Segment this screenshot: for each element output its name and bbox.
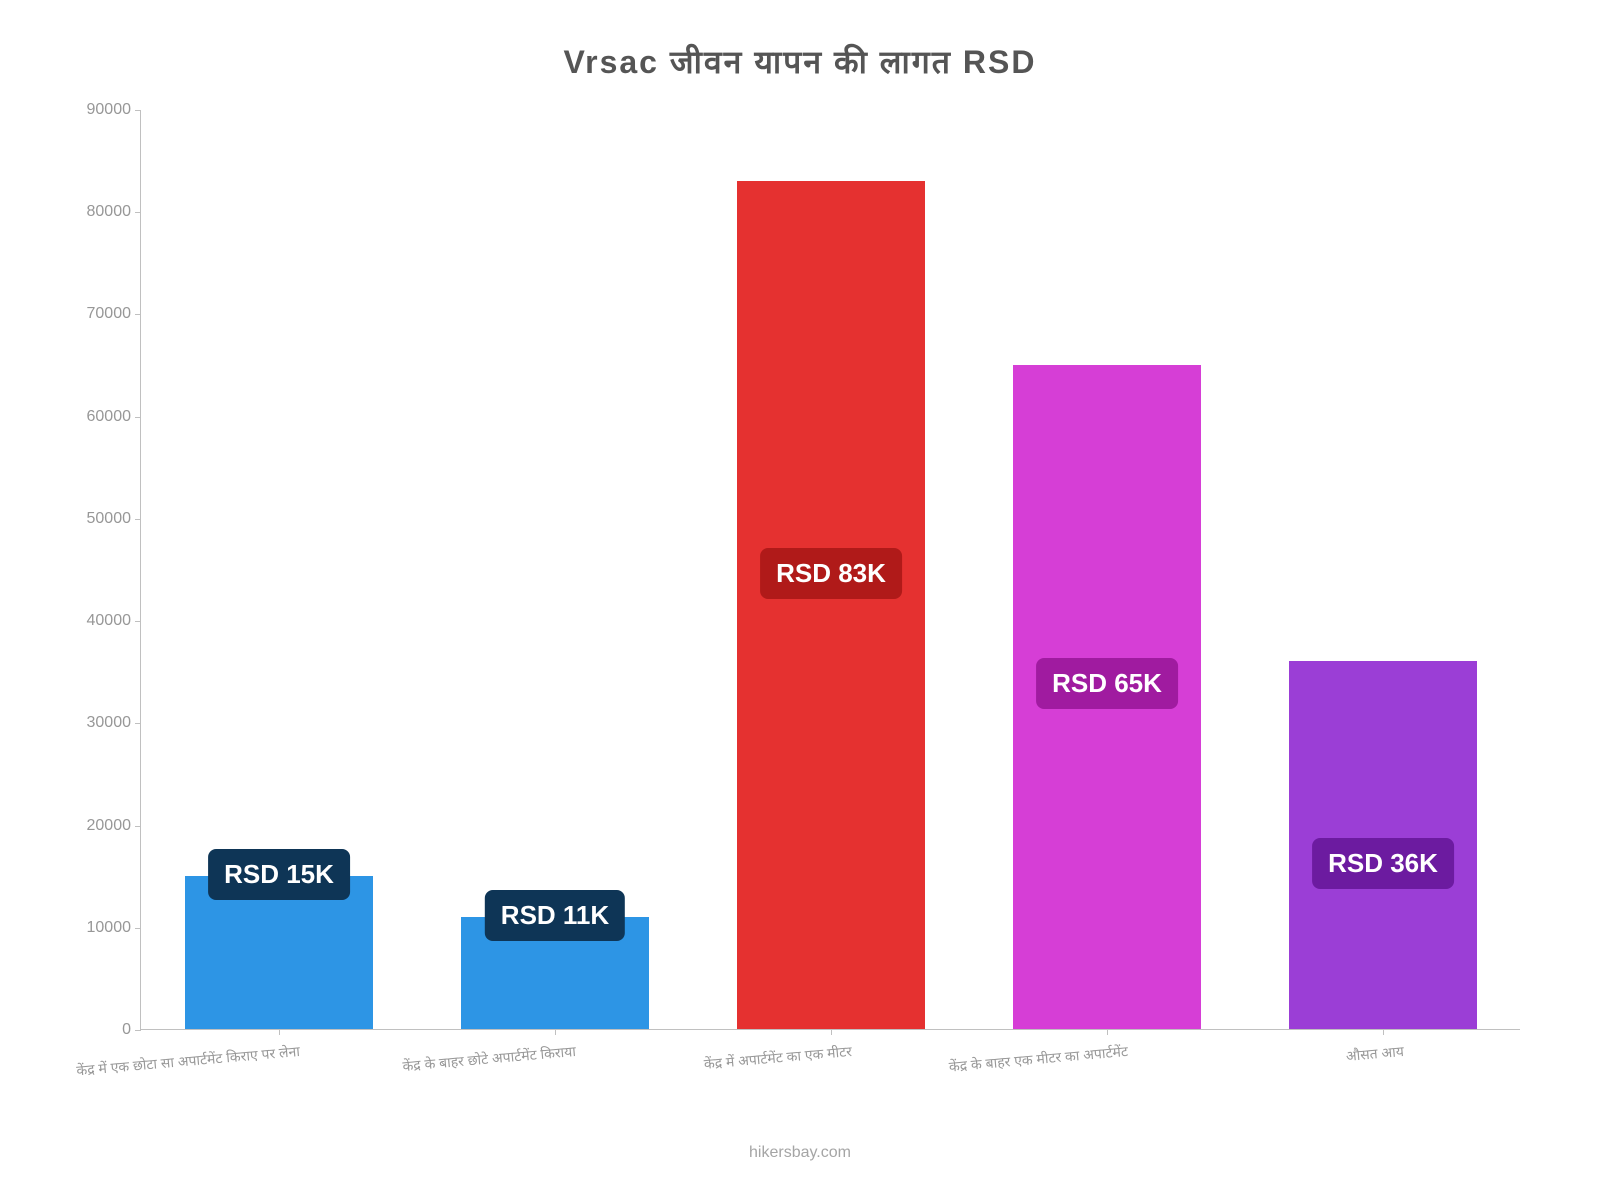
y-tick-mark <box>135 417 141 418</box>
x-tick-mark <box>279 1029 280 1035</box>
y-tick-mark <box>135 519 141 520</box>
x-category-label: केंद्र के बाहर छोटे अपार्टमेंट किराया <box>296 1042 577 1085</box>
bar-value-label: RSD 36K <box>1312 838 1454 889</box>
bar-value-label: RSD 11K <box>485 890 625 941</box>
y-tick-label: 80000 <box>71 203 131 221</box>
y-tick-mark <box>135 621 141 622</box>
chart-container: Vrsac जीवन यापन की लागत RSD 010000200003… <box>60 30 1540 1170</box>
x-category-label: केंद्र में एक छोटा सा अपार्टमेंट किराए प… <box>20 1042 301 1085</box>
chart-footer: hikersbay.com <box>60 1144 1540 1162</box>
y-tick-label: 30000 <box>71 714 131 732</box>
bar-value-label: RSD 15K <box>208 849 350 900</box>
y-tick-mark <box>135 928 141 929</box>
bar-value-label: RSD 65K <box>1036 658 1178 709</box>
chart-title: Vrsac जीवन यापन की लागत RSD <box>60 40 1540 83</box>
bar: RSD 65K <box>1013 365 1201 1029</box>
plot-area: 0100002000030000400005000060000700008000… <box>140 110 1520 1030</box>
x-tick-mark <box>1383 1029 1384 1035</box>
bar: RSD 11K <box>461 917 649 1029</box>
y-tick-mark <box>135 110 141 111</box>
x-tick-mark <box>1107 1029 1108 1035</box>
x-category-label: औसत आय <box>1124 1042 1405 1085</box>
x-category-label: केंद्र में अपार्टमेंट का एक मीटर <box>572 1042 853 1085</box>
bar: RSD 15K <box>185 876 373 1029</box>
y-tick-label: 40000 <box>71 612 131 630</box>
x-tick-mark <box>831 1029 832 1035</box>
y-tick-label: 0 <box>71 1021 131 1039</box>
y-tick-mark <box>135 826 141 827</box>
y-tick-mark <box>135 723 141 724</box>
y-tick-label: 60000 <box>71 408 131 426</box>
y-tick-label: 20000 <box>71 817 131 835</box>
y-tick-label: 10000 <box>71 919 131 937</box>
y-tick-mark <box>135 1030 141 1031</box>
y-tick-label: 90000 <box>71 101 131 119</box>
bar-value-label: RSD 83K <box>760 548 902 599</box>
x-category-label: केंद्र के बाहर एक मीटर का अपार्टमेंट <box>848 1042 1129 1085</box>
bar: RSD 83K <box>737 181 925 1029</box>
y-tick-label: 70000 <box>71 305 131 323</box>
x-tick-mark <box>555 1029 556 1035</box>
y-tick-mark <box>135 212 141 213</box>
y-tick-mark <box>135 314 141 315</box>
bar: RSD 36K <box>1289 661 1477 1029</box>
y-tick-label: 50000 <box>71 510 131 528</box>
